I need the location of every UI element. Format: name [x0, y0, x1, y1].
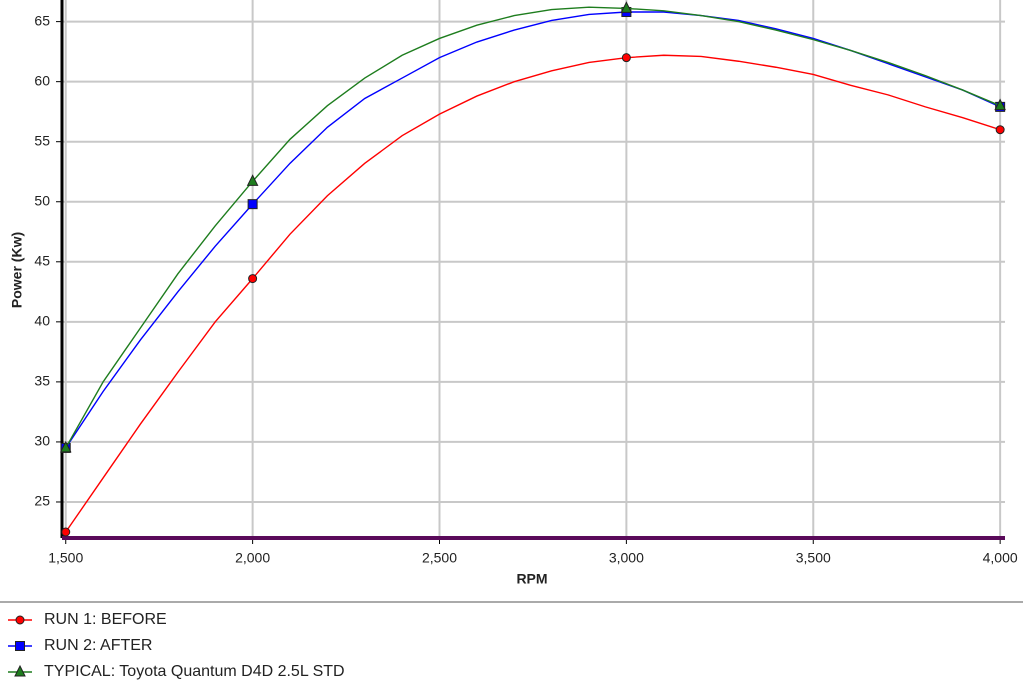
y-tick-label: 45	[34, 252, 50, 268]
y-axis-label: Power (Kw)	[9, 232, 25, 308]
legend-label: TYPICAL: Toyota Quantum D4D 2.5L STD	[44, 663, 345, 680]
x-tick-label: 2,500	[422, 550, 457, 566]
x-tick-label: 3,000	[609, 550, 644, 566]
data-point	[995, 125, 1005, 135]
data-point	[248, 274, 258, 284]
y-tick-label: 35	[34, 373, 50, 389]
legend-marker	[15, 641, 25, 651]
data-point	[246, 174, 259, 186]
x-axis-label: RPM	[516, 571, 547, 587]
x-tick-label: 3,500	[796, 550, 831, 566]
y-tick-label: 55	[34, 132, 50, 148]
legend-marker	[15, 615, 25, 625]
y-tick-label: 65	[34, 12, 50, 28]
series-line	[65, 54, 1001, 533]
data-point	[247, 199, 258, 210]
y-tick-label: 40	[34, 313, 50, 329]
y-tick-label: 30	[34, 433, 50, 449]
data-point	[994, 98, 1006, 111]
legend-marker	[14, 664, 26, 677]
data-point	[620, 1, 633, 13]
data-point	[621, 53, 631, 63]
x-tick-label: 1,500	[48, 550, 83, 566]
legend-label: RUN 2: AFTER	[44, 637, 152, 654]
series-line	[65, 6, 1001, 449]
y-tick-label: 50	[34, 192, 50, 208]
y-tick-label: 60	[34, 72, 50, 88]
data-point	[61, 527, 71, 537]
legend-label: RUN 1: BEFORE	[44, 611, 167, 628]
data-point	[59, 440, 72, 453]
y-tick-label: 25	[34, 493, 50, 509]
x-tick-label: 4,000	[983, 550, 1018, 566]
x-tick-label: 2,000	[235, 550, 270, 566]
